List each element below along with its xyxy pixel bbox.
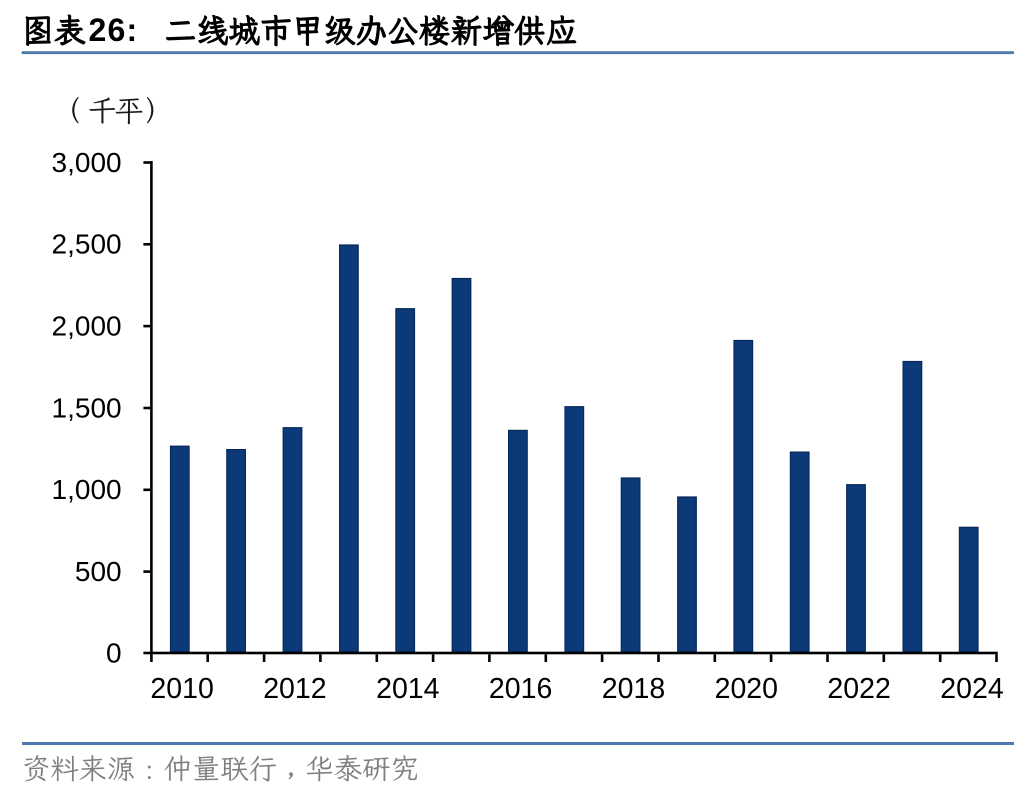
svg-text:2020: 2020 <box>715 673 778 705</box>
svg-text:26:: 26: <box>89 12 139 48</box>
svg-text:2010: 2010 <box>150 673 213 705</box>
svg-text:2022: 2022 <box>827 673 890 705</box>
svg-text:1,000: 1,000 <box>52 474 122 505</box>
svg-text:3,000: 3,000 <box>52 147 122 178</box>
svg-text:2018: 2018 <box>602 673 665 705</box>
svg-text:1,500: 1,500 <box>52 392 122 423</box>
svg-text:2,000: 2,000 <box>52 311 122 342</box>
svg-text:2016: 2016 <box>489 673 552 705</box>
svg-text:2,500: 2,500 <box>52 229 122 260</box>
svg-text:500: 500 <box>75 556 122 587</box>
svg-text:2012: 2012 <box>263 673 326 705</box>
svg-text:2024: 2024 <box>940 673 1004 705</box>
svg-text:2014: 2014 <box>376 673 440 705</box>
svg-text:0: 0 <box>106 637 122 668</box>
